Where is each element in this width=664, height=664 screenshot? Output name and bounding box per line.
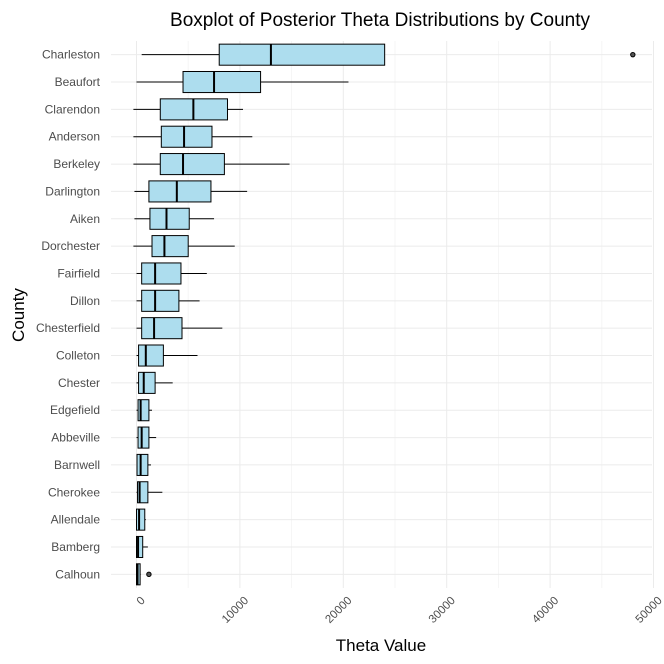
category-label: Fairfield: [57, 266, 100, 280]
category-label: Chesterfield: [36, 321, 100, 335]
iqr-box: [141, 289, 180, 312]
box-group: [136, 563, 152, 586]
category-label: Bamberg: [51, 540, 100, 554]
box-group: [133, 153, 290, 176]
category-label: Allendale: [51, 513, 101, 527]
iqr-box: [182, 70, 262, 94]
iqr-box: [136, 453, 149, 476]
category-label: Cherokee: [48, 485, 100, 499]
iqr-box: [137, 399, 150, 422]
y-axis-title: County: [9, 288, 28, 342]
x-tick-label: 0: [135, 595, 148, 608]
category-label: Beaufort: [55, 75, 101, 89]
box-group: [134, 180, 248, 203]
iqr-box: [137, 481, 149, 504]
category-label: Barnwell: [54, 458, 100, 472]
axis-labels: Charleston Beaufort Clarendon Anderson Berke…: [36, 48, 664, 626]
category-label: Chester: [58, 376, 100, 390]
x-tick-label: 40000: [530, 595, 561, 626]
x-axis-title: Theta Value: [336, 636, 426, 655]
category-label: Abbeville: [51, 431, 100, 445]
x-tick-label: 10000: [220, 595, 251, 626]
box-group: [136, 317, 223, 340]
box-group: [136, 399, 153, 422]
category-label: Darlington: [45, 184, 100, 198]
box-group: [136, 262, 207, 285]
category-label: Colleton: [56, 349, 100, 363]
category-label: Clarendon: [45, 102, 100, 116]
iqr-box: [138, 371, 156, 394]
x-tick-label: 50000: [634, 595, 664, 626]
category-label: Edgefield: [50, 403, 100, 417]
iqr-box: [218, 43, 386, 66]
iqr-box: [160, 125, 213, 148]
box-group: [136, 344, 198, 367]
iqr-box: [141, 262, 182, 285]
chart-title: Boxplot of Posterior Theta Distributions…: [170, 10, 590, 31]
iqr-box: [148, 180, 212, 203]
category-label: Aiken: [70, 212, 100, 226]
box-group: [134, 207, 215, 230]
iqr-box: [136, 508, 146, 531]
category-label: Calhoun: [55, 567, 100, 581]
box-group: [136, 453, 151, 476]
box-group: [136, 426, 157, 449]
iqr-box: [159, 153, 225, 176]
iqr-box: [149, 207, 190, 230]
category-label: Anderson: [49, 130, 100, 144]
x-tick-label: 20000: [323, 595, 354, 626]
outlier-point: [146, 571, 152, 578]
box-group: [133, 235, 235, 258]
iqr-box: [136, 535, 144, 559]
box-group: [136, 508, 146, 531]
box-group: [136, 289, 200, 312]
grid: [111, 41, 654, 588]
boxes: [133, 43, 636, 586]
iqr-box: [141, 317, 183, 340]
box-group: [133, 125, 253, 148]
iqr-box: [138, 344, 164, 367]
x-tick-label: 30000: [427, 595, 458, 626]
box-group: [136, 70, 349, 94]
iqr-box: [137, 426, 150, 449]
outlier-point: [630, 51, 636, 58]
box-group: [136, 535, 148, 559]
box-group: [141, 43, 636, 66]
category-label: Charleston: [42, 48, 100, 62]
box-group: [136, 371, 173, 394]
box-group: [133, 98, 244, 121]
iqr-box: [151, 235, 189, 258]
category-label: Berkeley: [53, 157, 100, 171]
box-group: [136, 481, 163, 504]
category-label: Dillon: [70, 294, 100, 308]
category-label: Dorchester: [41, 239, 100, 253]
